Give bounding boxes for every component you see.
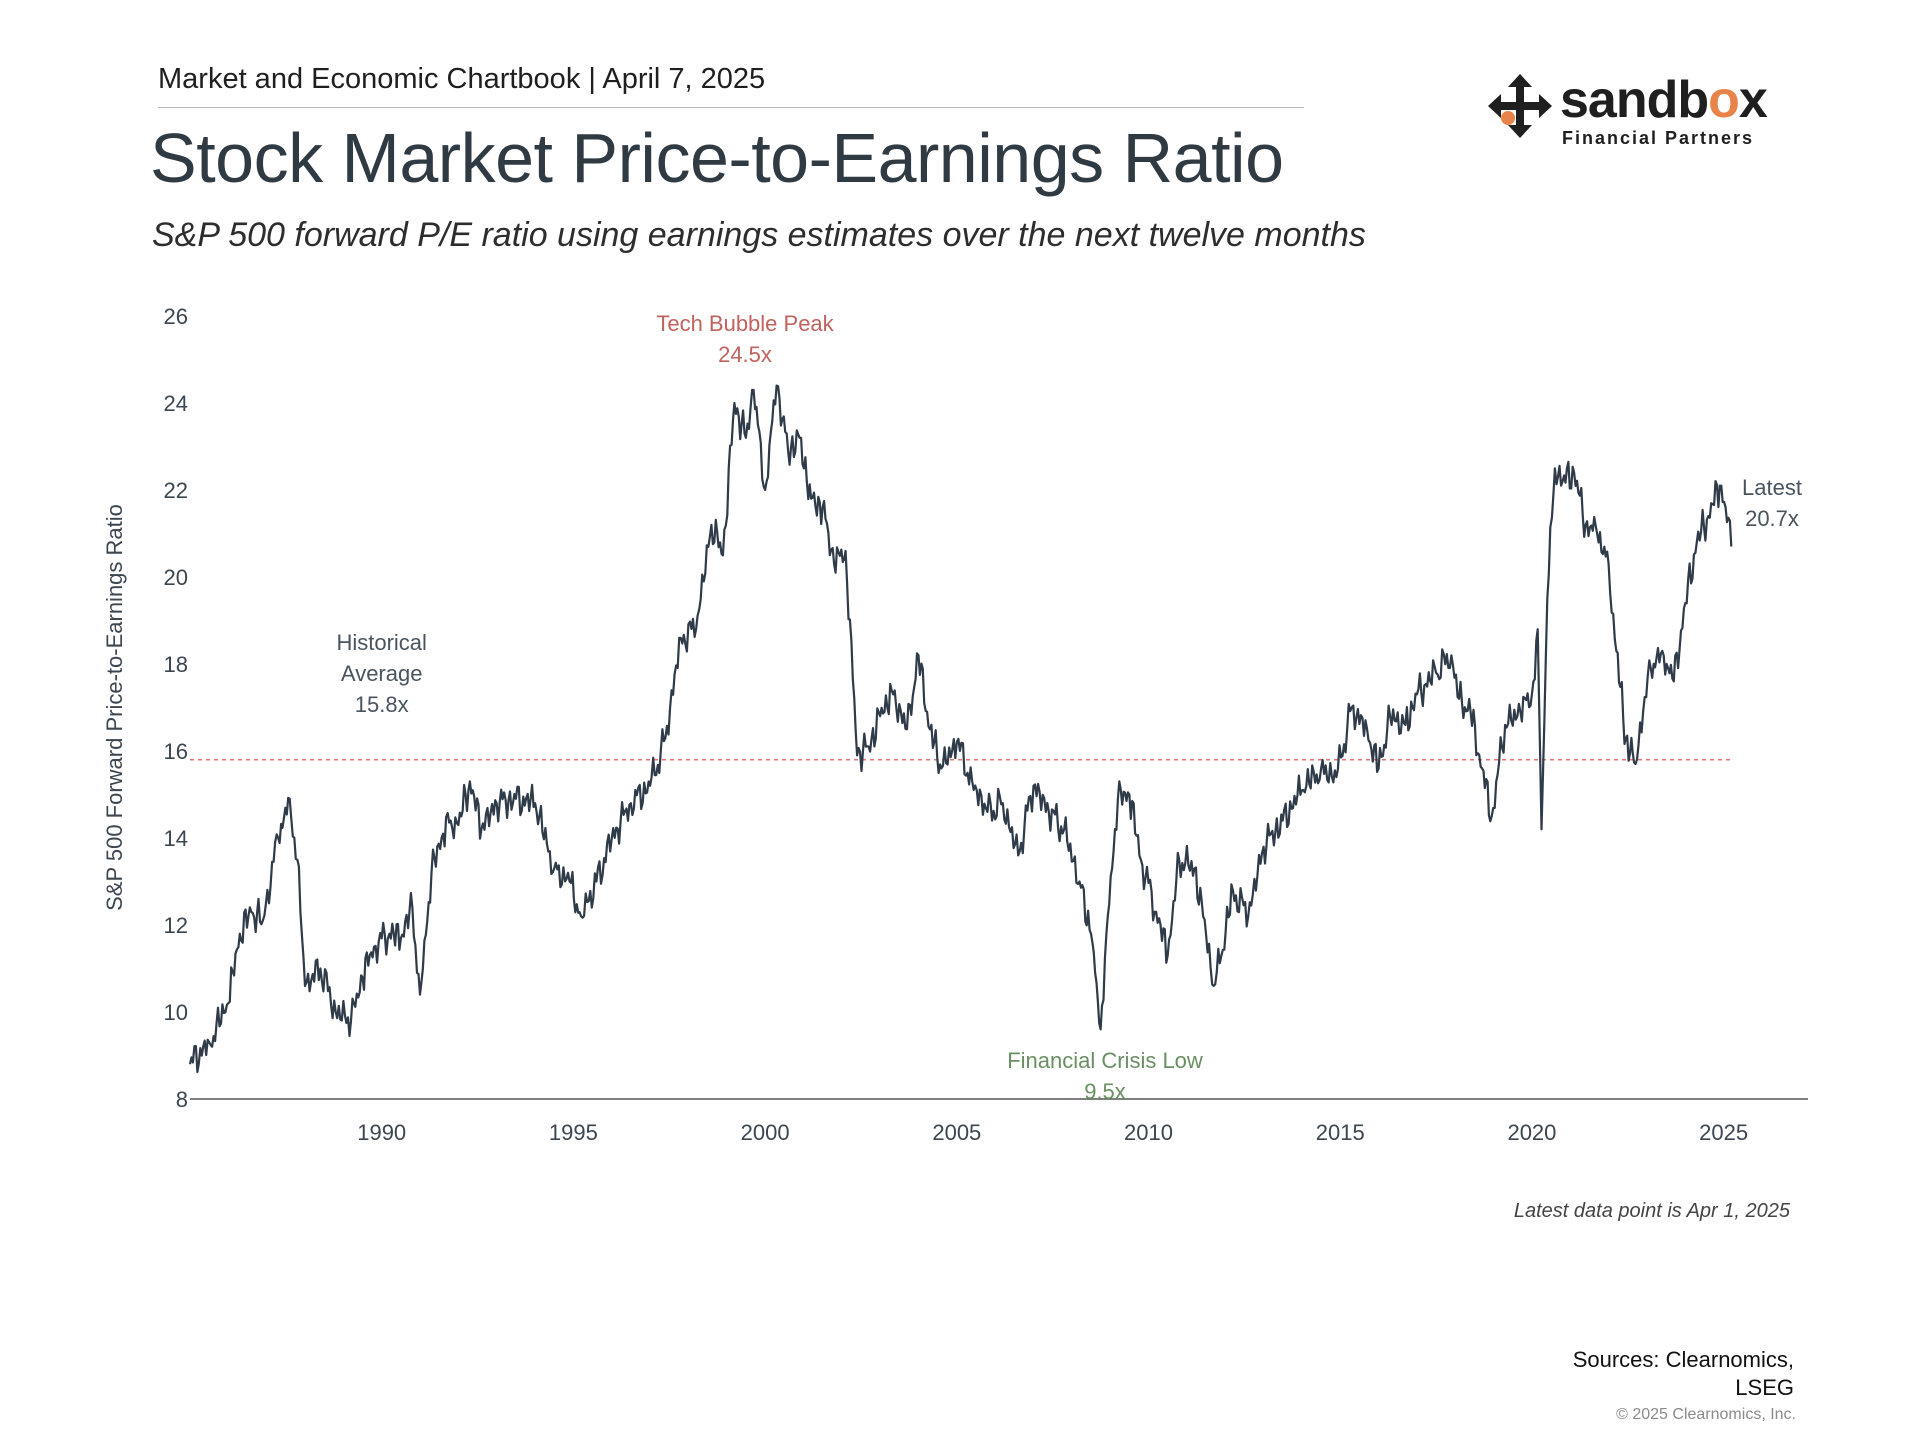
y-tick-label: 12 <box>164 913 188 938</box>
header-divider <box>158 107 1304 108</box>
arrows-logo-icon <box>1488 74 1552 138</box>
pe-ratio-series-line <box>188 384 1733 1074</box>
x-tick-label: 1990 <box>357 1120 406 1145</box>
tech-bubble-annotation: 24.5x <box>718 342 772 367</box>
x-tick-label: 2000 <box>741 1120 790 1145</box>
x-tick-label: 2005 <box>932 1120 981 1145</box>
y-tick-label: 14 <box>164 826 188 851</box>
sources-text: Sources: Clearnomics, LSEG <box>1534 1346 1794 1402</box>
logo-wordmark: sandbox <box>1560 71 1768 129</box>
financial-crisis-annotation: 9.5x <box>1084 1079 1126 1104</box>
sources-line-1: Sources: Clearnomics, <box>1572 1347 1794 1372</box>
page-title: Stock Market Price-to-Earnings Ratio <box>150 119 1284 197</box>
y-tick-label: 26 <box>164 304 188 329</box>
tech-bubble-annotation: Tech Bubble Peak <box>656 311 834 336</box>
y-tick-label: 10 <box>164 1000 188 1025</box>
latest-annotation: Latest <box>1742 475 1802 500</box>
sandbox-logo: sandbox Financial Partners <box>1488 71 1788 154</box>
y-tick-label: 24 <box>164 391 188 416</box>
page-subtitle: S&P 500 forward P/E ratio using earnings… <box>152 216 1366 254</box>
x-tick-label: 2015 <box>1316 1120 1365 1145</box>
historical-average-label: Historical <box>336 630 426 655</box>
historical-average-label: Average <box>341 661 423 686</box>
historical-average-label: 15.8x <box>355 692 409 717</box>
x-tick-label: 1995 <box>549 1120 598 1145</box>
y-tick-label: 18 <box>164 652 188 677</box>
financial-crisis-annotation: Financial Crisis Low <box>1007 1048 1203 1073</box>
y-tick-label: 22 <box>164 478 188 503</box>
x-tick-label: 2010 <box>1124 1120 1173 1145</box>
copyright: © 2025 Clearnomics, Inc. <box>1616 1406 1796 1423</box>
y-axis-label: S&P 500 Forward Price-to-Earnings Ratio <box>102 504 127 911</box>
y-tick-label: 8 <box>176 1087 188 1112</box>
sources-line-2: LSEG <box>1735 1375 1794 1400</box>
logo-subtitle: Financial Partners <box>1562 128 1755 148</box>
y-tick-label: 16 <box>164 739 188 764</box>
latest-annotation: 20.7x <box>1745 506 1799 531</box>
chartbook-header: Market and Economic Chartbook | April 7,… <box>158 63 766 95</box>
x-tick-label: 2020 <box>1507 1120 1556 1145</box>
x-tick-label: 2025 <box>1699 1120 1748 1145</box>
latest-data-note: Latest data point is Apr 1, 2025 <box>1513 1200 1790 1222</box>
y-tick-label: 20 <box>164 565 188 590</box>
